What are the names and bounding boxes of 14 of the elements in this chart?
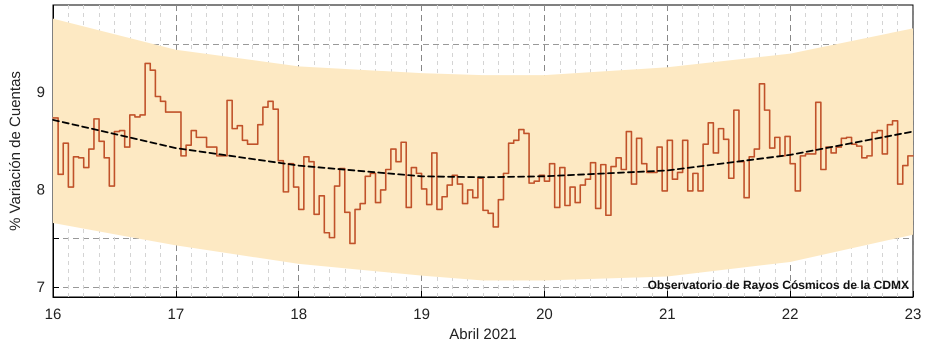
- x-tick-label: 23: [904, 306, 922, 323]
- x-tick-label: 19: [413, 306, 430, 323]
- x-tick-label: 20: [536, 306, 553, 323]
- x-tick-label: 16: [44, 306, 62, 323]
- x-tick-label: 17: [168, 306, 184, 323]
- y-axis-title: % Variación de Cuentas: [7, 71, 24, 231]
- y-tick-label: 9: [36, 84, 45, 102]
- annotation: Observatorio de Rayos Cósmicos de la CDMX: [648, 278, 910, 292]
- x-axis-title: Abril 2021: [449, 326, 517, 343]
- x-tick-label: 22: [782, 306, 798, 323]
- x-tick-label: 18: [290, 306, 308, 323]
- y-tick-label: 8: [36, 181, 45, 198]
- y-tick-label: 7: [36, 278, 45, 296]
- x-tick-label: 21: [658, 306, 676, 323]
